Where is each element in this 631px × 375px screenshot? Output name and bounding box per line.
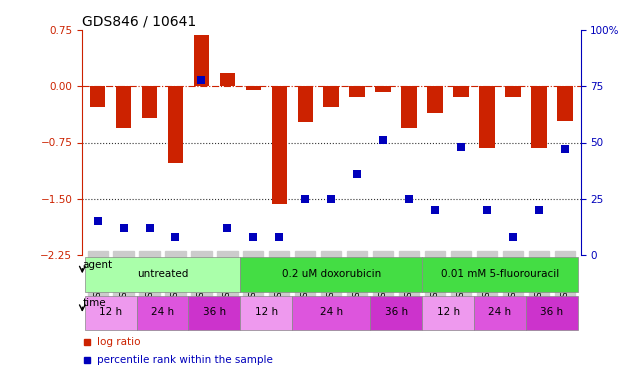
Bar <box>220 73 235 86</box>
Bar <box>422 257 578 292</box>
Text: 36 h: 36 h <box>540 307 563 317</box>
Point <box>508 234 518 240</box>
Bar <box>292 296 370 330</box>
Point <box>378 137 388 143</box>
Point <box>196 76 206 82</box>
Bar <box>189 296 240 330</box>
Bar <box>324 86 339 106</box>
Point <box>93 218 103 224</box>
Point <box>222 225 232 231</box>
Bar <box>557 86 573 121</box>
Text: 24 h: 24 h <box>151 307 174 317</box>
Bar <box>474 296 526 330</box>
Bar <box>136 296 189 330</box>
Bar <box>115 86 131 128</box>
Text: untreated: untreated <box>137 268 188 279</box>
Point <box>119 225 129 231</box>
Point <box>534 207 544 213</box>
Bar <box>298 86 313 122</box>
Bar <box>240 296 292 330</box>
Text: percentile rank within the sample: percentile rank within the sample <box>97 355 273 365</box>
Point <box>352 171 362 177</box>
Point <box>300 196 310 202</box>
Bar <box>85 296 136 330</box>
Bar <box>427 86 443 112</box>
Bar <box>422 296 474 330</box>
Point <box>430 207 440 213</box>
Point <box>249 234 259 240</box>
Text: 36 h: 36 h <box>385 307 408 317</box>
Text: 36 h: 36 h <box>203 307 226 317</box>
Point <box>274 234 285 240</box>
Bar <box>526 296 578 330</box>
Bar <box>480 86 495 148</box>
Point <box>404 196 414 202</box>
Text: 12 h: 12 h <box>437 307 459 317</box>
Bar <box>401 86 417 128</box>
Text: 12 h: 12 h <box>255 307 278 317</box>
Text: 24 h: 24 h <box>320 307 343 317</box>
Bar <box>90 86 105 107</box>
Text: log ratio: log ratio <box>97 337 141 347</box>
Bar <box>168 86 183 163</box>
Point <box>456 144 466 150</box>
Bar <box>505 86 521 97</box>
Bar <box>453 86 469 97</box>
Point <box>170 234 180 240</box>
Text: 0.2 uM doxorubicin: 0.2 uM doxorubicin <box>281 268 381 279</box>
Point <box>144 225 155 231</box>
Text: agent: agent <box>82 260 112 270</box>
Bar <box>350 86 365 97</box>
Bar <box>370 296 422 330</box>
Text: 12 h: 12 h <box>99 307 122 317</box>
Text: GDS846 / 10641: GDS846 / 10641 <box>82 15 196 29</box>
Bar <box>245 86 261 90</box>
Text: time: time <box>82 298 106 308</box>
Bar <box>85 257 240 292</box>
Text: 0.01 mM 5-fluorouracil: 0.01 mM 5-fluorouracil <box>441 268 559 279</box>
Point <box>482 207 492 213</box>
Bar <box>531 86 547 148</box>
Bar <box>194 35 209 86</box>
Bar <box>375 86 391 92</box>
Bar <box>271 86 287 204</box>
Bar <box>240 257 422 292</box>
Point <box>326 196 336 202</box>
Text: 24 h: 24 h <box>488 307 512 317</box>
Point <box>560 146 570 152</box>
Bar <box>142 86 157 118</box>
